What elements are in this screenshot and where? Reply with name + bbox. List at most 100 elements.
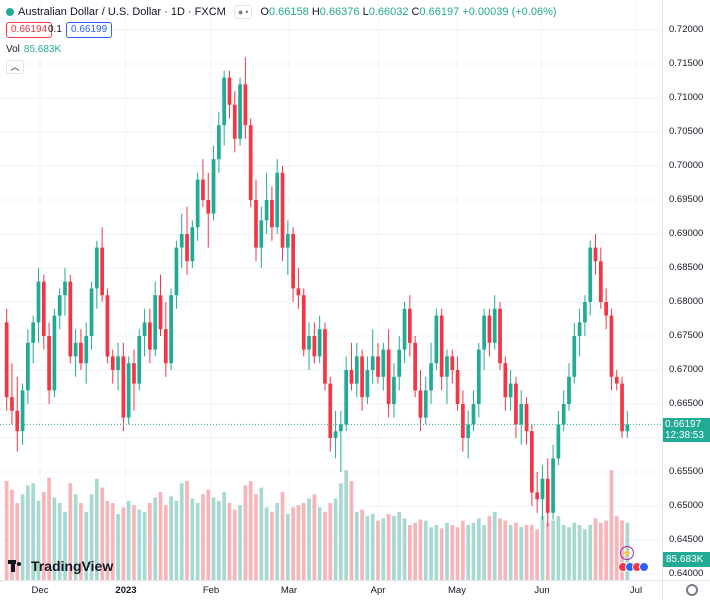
candle-body [556, 424, 561, 459]
volume-bar [243, 485, 248, 580]
volume-bar [365, 516, 370, 580]
candles [4, 57, 630, 527]
price-label: 0.65000 [669, 500, 704, 511]
volume-bar [386, 514, 391, 580]
candle-body [365, 370, 370, 398]
volume-bar [169, 496, 173, 580]
volume-bar [614, 516, 619, 580]
sell-button[interactable]: 0.66194 [6, 22, 53, 38]
volume-bar [407, 525, 412, 580]
buy-button[interactable]: 0.66199 [66, 22, 113, 38]
volume-bar [190, 498, 195, 580]
grid [0, 0, 662, 580]
candle-body [227, 77, 232, 105]
high-value: 0.66376 [319, 6, 360, 18]
open-label: O [260, 6, 269, 18]
visibility-toggle[interactable]: ● • [233, 5, 253, 19]
volume-bar [540, 516, 545, 580]
volume-bar [248, 481, 253, 580]
symbol-legend[interactable]: Australian Dollar / U.S. Dollar · 1D · F… [6, 5, 557, 19]
price-label: 0.68000 [669, 296, 704, 307]
volume-bar [567, 527, 571, 580]
volume-bar [328, 503, 333, 580]
price-label: 0.67500 [669, 330, 704, 341]
candle-body [323, 329, 327, 384]
candlestick-chart[interactable] [0, 0, 662, 580]
eye-icon: ● [237, 7, 244, 17]
volume-bar [100, 487, 105, 580]
close-value: 0.66197 [419, 6, 460, 18]
candle-body [132, 363, 136, 384]
axis-settings[interactable] [662, 580, 710, 600]
volume-legend[interactable]: Vol 85.683K [6, 44, 61, 55]
volume-bar [418, 519, 423, 580]
candle-body [333, 431, 338, 438]
symbol-title[interactable]: Australian Dollar / U.S. Dollar · 1D · F… [18, 6, 226, 18]
volume-bar [307, 498, 311, 580]
candle-body [339, 424, 343, 432]
candle-body [190, 227, 195, 262]
candle-body [593, 247, 598, 262]
volume-bar [79, 503, 83, 580]
price-label: 0.72000 [669, 24, 704, 35]
volume-bar [604, 520, 608, 580]
volume-bar [216, 500, 221, 580]
volume-bar [52, 497, 57, 580]
market-status-icon [6, 8, 14, 16]
candle-body [551, 458, 555, 513]
volume-bar [63, 511, 67, 580]
time-label: Mar [280, 585, 298, 596]
volume-bar [137, 509, 142, 580]
candle-body [206, 200, 211, 214]
chart-pane[interactable]: Australian Dollar / U.S. Dollar · 1D · F… [0, 0, 662, 580]
volume-tag: 85.683K [663, 552, 710, 567]
volume-bar [529, 525, 534, 580]
volume-bar [89, 494, 94, 580]
volume-bar [561, 525, 566, 580]
candle-body [604, 302, 608, 316]
candle-body [264, 200, 269, 221]
volume-value: 85.683K [23, 44, 62, 55]
time-label: Apr [370, 585, 386, 596]
candle-body [79, 342, 83, 364]
candle-body [508, 383, 513, 398]
economic-events-icon[interactable] [618, 562, 649, 572]
candle-body [514, 383, 518, 425]
lightning-icon[interactable]: ⚡ [620, 546, 634, 560]
volume-bar [73, 494, 78, 580]
price-label: 0.66500 [669, 398, 704, 409]
candle-body [216, 125, 221, 160]
candle-body [354, 356, 359, 384]
candle-body [163, 329, 168, 364]
volume-bar [105, 500, 110, 580]
gear-icon[interactable] [686, 584, 698, 596]
candle-body [535, 492, 540, 500]
candle-body [84, 336, 89, 364]
volume-bar [503, 520, 508, 580]
open-value: 0.66158 [268, 6, 309, 18]
volume-bar [519, 527, 524, 580]
volume-bar [402, 518, 407, 580]
time-axis[interactable]: Dec 2023 Feb Mar Apr May Jun Jul [0, 580, 662, 600]
candle-body [63, 281, 67, 296]
candle-body [232, 104, 237, 139]
volume-bar [354, 511, 359, 580]
candle-body [105, 295, 110, 357]
low-value: 0.66032 [368, 6, 409, 18]
candle-body [376, 356, 380, 377]
volume-bar [445, 522, 449, 580]
volume-bar [593, 518, 598, 580]
price-label: 0.64000 [669, 568, 704, 579]
volume-bar [392, 516, 396, 580]
candle-body [434, 315, 439, 364]
volume-bar [461, 520, 465, 580]
volume-bar [291, 507, 295, 580]
candle-body [121, 356, 126, 418]
candle-body [195, 179, 200, 228]
logo-text: TradingView [31, 558, 114, 574]
bar-countdown: 12:38:53 [665, 430, 704, 442]
candle-body [476, 349, 481, 404]
price-axis[interactable]: 0.72000 0.71500 0.71000 0.70500 0.70000 0.695… [662, 0, 710, 580]
chevron-up-icon[interactable]: ︿ [6, 60, 24, 74]
tradingview-logo[interactable]: TradingView [8, 558, 113, 574]
